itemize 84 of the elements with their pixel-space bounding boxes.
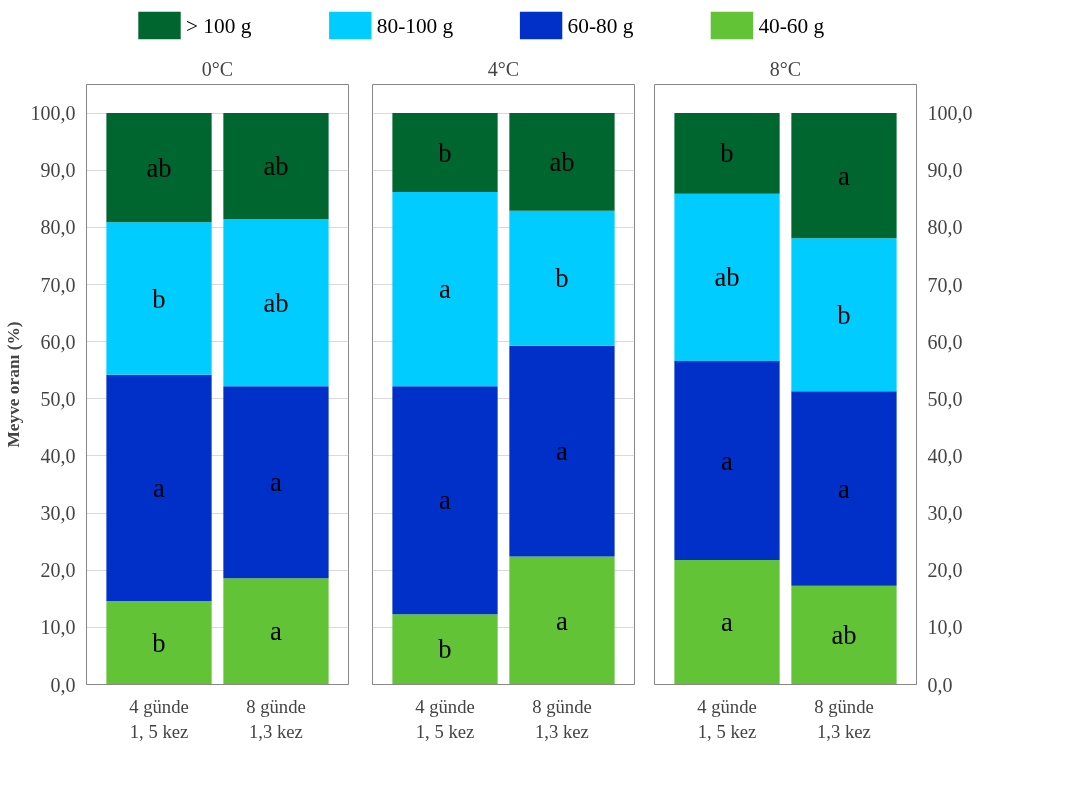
legend-label: 40-60 g [758, 13, 825, 38]
bar [791, 585, 897, 685]
chart-title: 8°C [769, 57, 802, 80]
y-tick-label: 90,0 [40, 159, 76, 182]
bar [392, 386, 498, 615]
data-label: a [556, 605, 569, 636]
data-label: ab [146, 152, 172, 183]
data-label: a [439, 274, 452, 305]
data-label: b [152, 627, 166, 658]
y2-tick-label: 70,0 [927, 273, 963, 296]
bar [223, 219, 329, 387]
x-tick-label: 4 günde 1, 5 kez [697, 695, 757, 742]
bar [509, 345, 615, 557]
y2-tick-label: 60,0 [927, 330, 963, 353]
bar [106, 601, 212, 685]
y2-tick-label: 20,0 [927, 559, 963, 582]
y2-tick-label: 90,0 [927, 159, 963, 182]
bar [791, 391, 897, 586]
y-axis-title: Meyve oranı (%) [3, 321, 23, 448]
bar [509, 210, 615, 346]
chart-title: 4°C [487, 57, 520, 80]
y2-tick-label: 10,0 [927, 616, 963, 639]
data-label: a [556, 436, 569, 467]
y-tick-label: 80,0 [40, 216, 76, 239]
data-label: b [720, 138, 734, 169]
bar [674, 559, 780, 685]
x-tick-label: 8 günde 1,3 kez [814, 695, 874, 742]
y2-tick-label: 0,0 [927, 673, 953, 696]
data-label: a [721, 607, 734, 638]
data-label: ab [263, 287, 289, 318]
legend-label: 60-80 g [567, 13, 634, 38]
x-tick-label: 8 günde 1,3 kez [532, 695, 592, 742]
bar [392, 113, 498, 192]
bar [674, 193, 780, 362]
data-label: ab [549, 146, 575, 177]
x-tick-label: 4 günde 1, 5 kez [415, 695, 475, 742]
chart-title: 0°C [201, 57, 234, 80]
y-tick-label: 100,0 [30, 102, 76, 125]
bar [106, 113, 212, 223]
data-label: a [270, 467, 283, 498]
y-tick-label: 70,0 [40, 273, 76, 296]
data-label: b [152, 283, 166, 314]
bar [791, 238, 897, 392]
bar [392, 191, 498, 387]
data-label: a [153, 472, 166, 503]
bar [223, 386, 329, 579]
data-label: a [838, 473, 851, 504]
x-tick-label: 4 günde 1, 5 kez [129, 695, 189, 742]
y-tick-label: 0,0 [50, 673, 76, 696]
bar [223, 578, 329, 685]
y2-tick-label: 100,0 [927, 102, 973, 125]
y2-tick-label: 30,0 [927, 502, 963, 525]
data-label: ab [831, 620, 857, 651]
x-tick-label: 8 günde 1,3 kez [246, 695, 306, 742]
bar [674, 361, 780, 560]
y-tick-label: 30,0 [40, 502, 76, 525]
y-tick-label: 20,0 [40, 559, 76, 582]
bar [392, 614, 498, 685]
y-tick-label: 60,0 [40, 330, 76, 353]
bar [223, 113, 329, 220]
y-tick-label: 10,0 [40, 616, 76, 639]
y2-tick-label: 50,0 [927, 387, 963, 410]
y2-tick-label: 40,0 [927, 444, 963, 467]
bar [106, 374, 212, 602]
data-label: b [555, 263, 569, 294]
data-label: a [721, 445, 734, 476]
data-label: b [837, 299, 851, 330]
y2-tick-label: 80,0 [927, 216, 963, 239]
legend-label: > 100 g [186, 13, 252, 38]
bar [509, 556, 615, 685]
bar [674, 113, 780, 194]
bar [509, 113, 615, 211]
y-tick-label: 50,0 [40, 387, 76, 410]
data-label: b [438, 137, 452, 168]
legend-label: 80-100 g [376, 13, 454, 38]
data-label: a [270, 616, 283, 647]
data-label: a [439, 485, 452, 516]
bar [791, 113, 897, 239]
data-label: b [438, 634, 452, 665]
data-label: ab [263, 151, 289, 182]
data-label: a [838, 160, 851, 191]
y-tick-label: 40,0 [40, 444, 76, 467]
bar [106, 222, 212, 375]
data-label: ab [714, 262, 740, 293]
